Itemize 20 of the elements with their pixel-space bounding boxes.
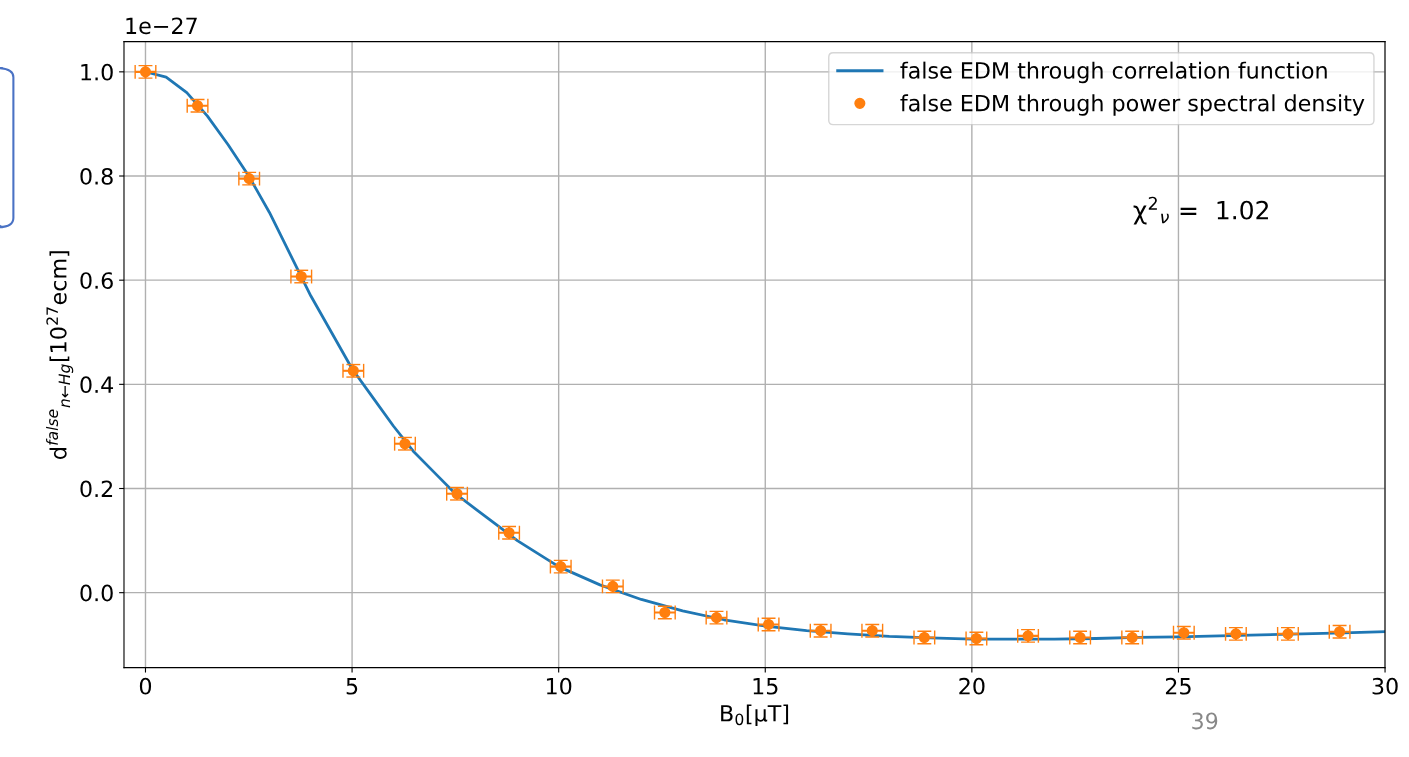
- x-tick-label: 5: [346, 678, 358, 695]
- x-tick-label: 25: [1165, 677, 1191, 695]
- legend-label: false EDM through correlation function: [900, 61, 1327, 84]
- y-tick-label: 0.6: [80, 272, 113, 289]
- x-tick-label: 15: [753, 678, 778, 695]
- y-tick-label: 1.0: [81, 63, 113, 81]
- y-tick-label: 0.8: [80, 167, 113, 185]
- x-tick-label: 10: [546, 677, 572, 695]
- y-tick-label: 0.0: [80, 584, 113, 602]
- x-tick-label: 30: [1372, 677, 1398, 695]
- text: 39: [1192, 712, 1218, 730]
- legend-label: false EDM through power spectral density: [900, 94, 1365, 116]
- x-axis-title: B$_{0}$[μT]: [721, 704, 789, 726]
- annotation: χ$^{2}$$_{ν}$ = 1.02: [1133, 196, 1268, 225]
- y-tick-label: 0.2: [80, 480, 113, 498]
- y-axis-title: d$^{false}$$_{n←Hg}$[10$^{27}$ecm]: [46, 251, 74, 459]
- y-tick-label: 0.4: [80, 376, 114, 394]
- x-tick-label: 20: [959, 677, 985, 695]
- text: 1e−27: [126, 17, 197, 35]
- x-tick-label: 0: [139, 677, 152, 695]
